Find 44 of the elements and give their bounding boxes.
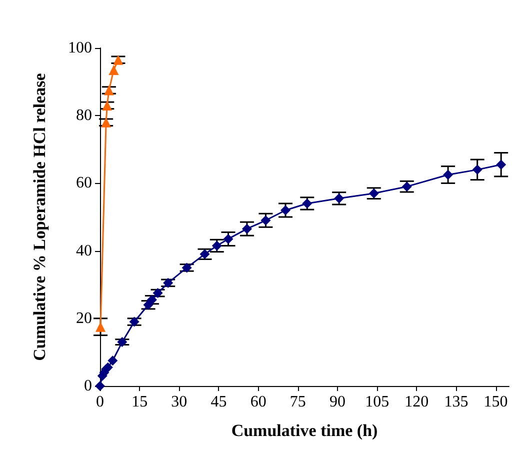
point <box>113 54 124 65</box>
point <box>334 193 344 204</box>
point <box>402 182 412 192</box>
point <box>143 300 154 310</box>
point <box>496 160 506 170</box>
y-axis-title: Cumulative % Loperamide HCl release <box>30 72 49 361</box>
x-tick-label: 30 <box>171 394 188 410</box>
point <box>223 234 234 244</box>
point <box>102 100 112 110</box>
point <box>302 198 312 208</box>
x-tick-label: 120 <box>404 394 429 410</box>
point <box>117 337 128 348</box>
x-tick-label: 90 <box>329 394 346 410</box>
point <box>104 85 114 96</box>
point <box>146 294 157 305</box>
point <box>182 262 192 273</box>
point <box>129 316 140 327</box>
x-tick-label: 105 <box>365 394 390 410</box>
y-tick-label: 100 <box>68 40 92 56</box>
y-tick-label: 60 <box>76 174 92 192</box>
point <box>368 188 379 198</box>
point <box>280 205 290 216</box>
point <box>152 288 163 298</box>
y-tick-label: 0 <box>84 378 92 394</box>
x-tick-label: 45 <box>210 394 227 410</box>
y-tick-label: 80 <box>76 107 92 124</box>
y-tick-label: 40 <box>76 242 92 260</box>
point <box>101 117 112 128</box>
x-tick-label: 150 <box>484 394 508 410</box>
point <box>242 224 252 234</box>
point <box>472 164 482 175</box>
point <box>260 215 271 226</box>
point <box>443 170 454 180</box>
x-tick-label: 75 <box>290 394 306 410</box>
x-axis-title: Cumulative time (h) <box>231 421 378 440</box>
y-tick-label: 20 <box>76 310 92 327</box>
point <box>108 64 119 75</box>
point <box>96 322 106 332</box>
point <box>108 356 118 366</box>
x-tick-label: 0 <box>96 394 104 410</box>
x-tick-label: 60 <box>250 394 266 410</box>
x-tick-label: 15 <box>132 394 148 410</box>
point <box>163 278 174 288</box>
x-tick-label: 135 <box>444 394 468 410</box>
